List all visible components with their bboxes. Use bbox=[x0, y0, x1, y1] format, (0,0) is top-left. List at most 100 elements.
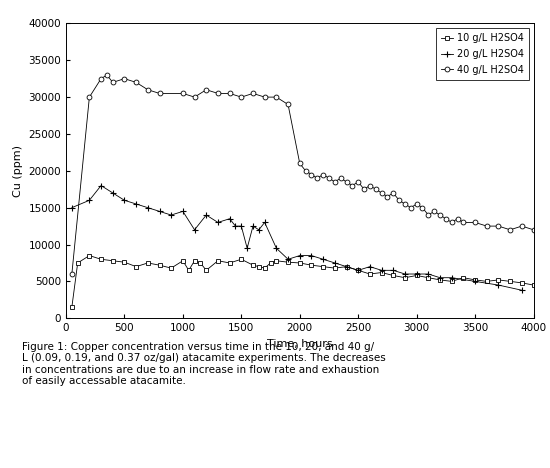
40 g/L H2SO4 bbox=[308, 172, 315, 177]
10 g/L H2SO4 bbox=[390, 273, 397, 278]
10 g/L H2SO4 bbox=[530, 282, 537, 288]
10 g/L H2SO4 bbox=[86, 253, 92, 258]
20 g/L H2SO4 bbox=[332, 260, 338, 266]
20 g/L H2SO4 bbox=[232, 223, 239, 229]
10 g/L H2SO4 bbox=[267, 260, 274, 266]
20 g/L H2SO4 bbox=[145, 205, 151, 211]
20 g/L H2SO4 bbox=[203, 212, 210, 218]
10 g/L H2SO4 bbox=[414, 273, 420, 278]
20 g/L H2SO4 bbox=[227, 216, 233, 221]
10 g/L H2SO4 bbox=[296, 260, 303, 266]
20 g/L H2SO4 bbox=[238, 223, 245, 229]
20 g/L H2SO4 bbox=[378, 268, 385, 273]
10 g/L H2SO4 bbox=[483, 278, 490, 284]
20 g/L H2SO4 bbox=[86, 197, 92, 203]
10 g/L H2SO4 bbox=[197, 260, 204, 266]
20 g/L H2SO4 bbox=[495, 282, 502, 288]
10 g/L H2SO4 bbox=[332, 265, 338, 271]
10 g/L H2SO4 bbox=[343, 264, 350, 270]
40 g/L H2SO4 bbox=[402, 201, 408, 207]
10 g/L H2SO4 bbox=[203, 268, 210, 273]
10 g/L H2SO4 bbox=[250, 263, 256, 268]
20 g/L H2SO4 bbox=[109, 190, 116, 196]
20 g/L H2SO4 bbox=[355, 268, 361, 273]
10 g/L H2SO4 bbox=[460, 275, 466, 280]
10 g/L H2SO4 bbox=[214, 258, 221, 263]
40 g/L H2SO4 bbox=[191, 94, 198, 100]
10 g/L H2SO4 bbox=[355, 268, 361, 273]
10 g/L H2SO4 bbox=[179, 258, 186, 263]
10 g/L H2SO4 bbox=[425, 275, 432, 280]
20 g/L H2SO4 bbox=[414, 271, 420, 277]
20 g/L H2SO4 bbox=[296, 253, 303, 258]
20 g/L H2SO4 bbox=[214, 219, 221, 225]
10 g/L H2SO4 bbox=[507, 278, 514, 284]
10 g/L H2SO4 bbox=[519, 280, 525, 285]
10 g/L H2SO4 bbox=[156, 263, 163, 268]
Line: 40 g/L H2SO4: 40 g/L H2SO4 bbox=[69, 73, 536, 277]
40 g/L H2SO4 bbox=[361, 186, 367, 192]
40 g/L H2SO4 bbox=[69, 271, 75, 277]
Line: 20 g/L H2SO4: 20 g/L H2SO4 bbox=[69, 183, 525, 293]
20 g/L H2SO4 bbox=[402, 271, 408, 277]
40 g/L H2SO4 bbox=[530, 227, 537, 233]
Line: 10 g/L H2SO4: 10 g/L H2SO4 bbox=[69, 253, 536, 310]
10 g/L H2SO4 bbox=[98, 256, 104, 262]
10 g/L H2SO4 bbox=[185, 268, 192, 273]
20 g/L H2SO4 bbox=[179, 209, 186, 214]
20 g/L H2SO4 bbox=[244, 245, 250, 251]
10 g/L H2SO4 bbox=[256, 264, 262, 270]
10 g/L H2SO4 bbox=[495, 277, 502, 283]
20 g/L H2SO4 bbox=[366, 264, 373, 270]
10 g/L H2SO4 bbox=[69, 304, 75, 310]
10 g/L H2SO4 bbox=[448, 278, 455, 284]
10 g/L H2SO4 bbox=[273, 258, 279, 263]
20 g/L H2SO4 bbox=[448, 275, 455, 280]
20 g/L H2SO4 bbox=[121, 197, 128, 203]
10 g/L H2SO4 bbox=[320, 264, 327, 270]
20 g/L H2SO4 bbox=[256, 227, 262, 233]
10 g/L H2SO4 bbox=[366, 271, 373, 277]
20 g/L H2SO4 bbox=[250, 223, 256, 229]
20 g/L H2SO4 bbox=[69, 205, 75, 211]
10 g/L H2SO4 bbox=[285, 259, 292, 265]
10 g/L H2SO4 bbox=[437, 277, 443, 283]
Legend: 10 g/L H2SO4, 20 g/L H2SO4, 40 g/L H2SO4: 10 g/L H2SO4, 20 g/L H2SO4, 40 g/L H2SO4 bbox=[436, 28, 529, 80]
Text: Figure 1: Copper concentration versus time in the 10, 20, and 40 g/
L (0.09, 0.1: Figure 1: Copper concentration versus ti… bbox=[22, 342, 386, 387]
20 g/L H2SO4 bbox=[343, 264, 350, 270]
10 g/L H2SO4 bbox=[261, 265, 268, 271]
20 g/L H2SO4 bbox=[191, 227, 198, 233]
20 g/L H2SO4 bbox=[320, 256, 327, 262]
10 g/L H2SO4 bbox=[227, 260, 233, 266]
10 g/L H2SO4 bbox=[133, 264, 140, 270]
10 g/L H2SO4 bbox=[109, 258, 116, 263]
10 g/L H2SO4 bbox=[378, 270, 385, 275]
10 g/L H2SO4 bbox=[191, 258, 198, 263]
10 g/L H2SO4 bbox=[402, 275, 408, 280]
20 g/L H2SO4 bbox=[437, 275, 443, 280]
20 g/L H2SO4 bbox=[261, 219, 268, 225]
20 g/L H2SO4 bbox=[308, 253, 315, 258]
10 g/L H2SO4 bbox=[121, 259, 128, 265]
20 g/L H2SO4 bbox=[519, 287, 525, 293]
10 g/L H2SO4 bbox=[74, 260, 81, 266]
10 g/L H2SO4 bbox=[168, 265, 174, 271]
20 g/L H2SO4 bbox=[133, 201, 140, 207]
20 g/L H2SO4 bbox=[273, 245, 279, 251]
Y-axis label: Cu (ppm): Cu (ppm) bbox=[13, 145, 23, 197]
20 g/L H2SO4 bbox=[168, 212, 174, 218]
20 g/L H2SO4 bbox=[472, 278, 478, 284]
40 g/L H2SO4 bbox=[372, 186, 379, 192]
X-axis label: Time, hours: Time, hours bbox=[267, 339, 333, 349]
20 g/L H2SO4 bbox=[98, 183, 104, 188]
40 g/L H2SO4 bbox=[378, 190, 385, 196]
20 g/L H2SO4 bbox=[285, 256, 292, 262]
10 g/L H2SO4 bbox=[308, 263, 315, 268]
20 g/L H2SO4 bbox=[156, 209, 163, 214]
10 g/L H2SO4 bbox=[238, 256, 245, 262]
10 g/L H2SO4 bbox=[145, 260, 151, 266]
20 g/L H2SO4 bbox=[425, 271, 432, 277]
40 g/L H2SO4 bbox=[103, 72, 110, 78]
20 g/L H2SO4 bbox=[390, 268, 397, 273]
10 g/L H2SO4 bbox=[472, 277, 478, 283]
